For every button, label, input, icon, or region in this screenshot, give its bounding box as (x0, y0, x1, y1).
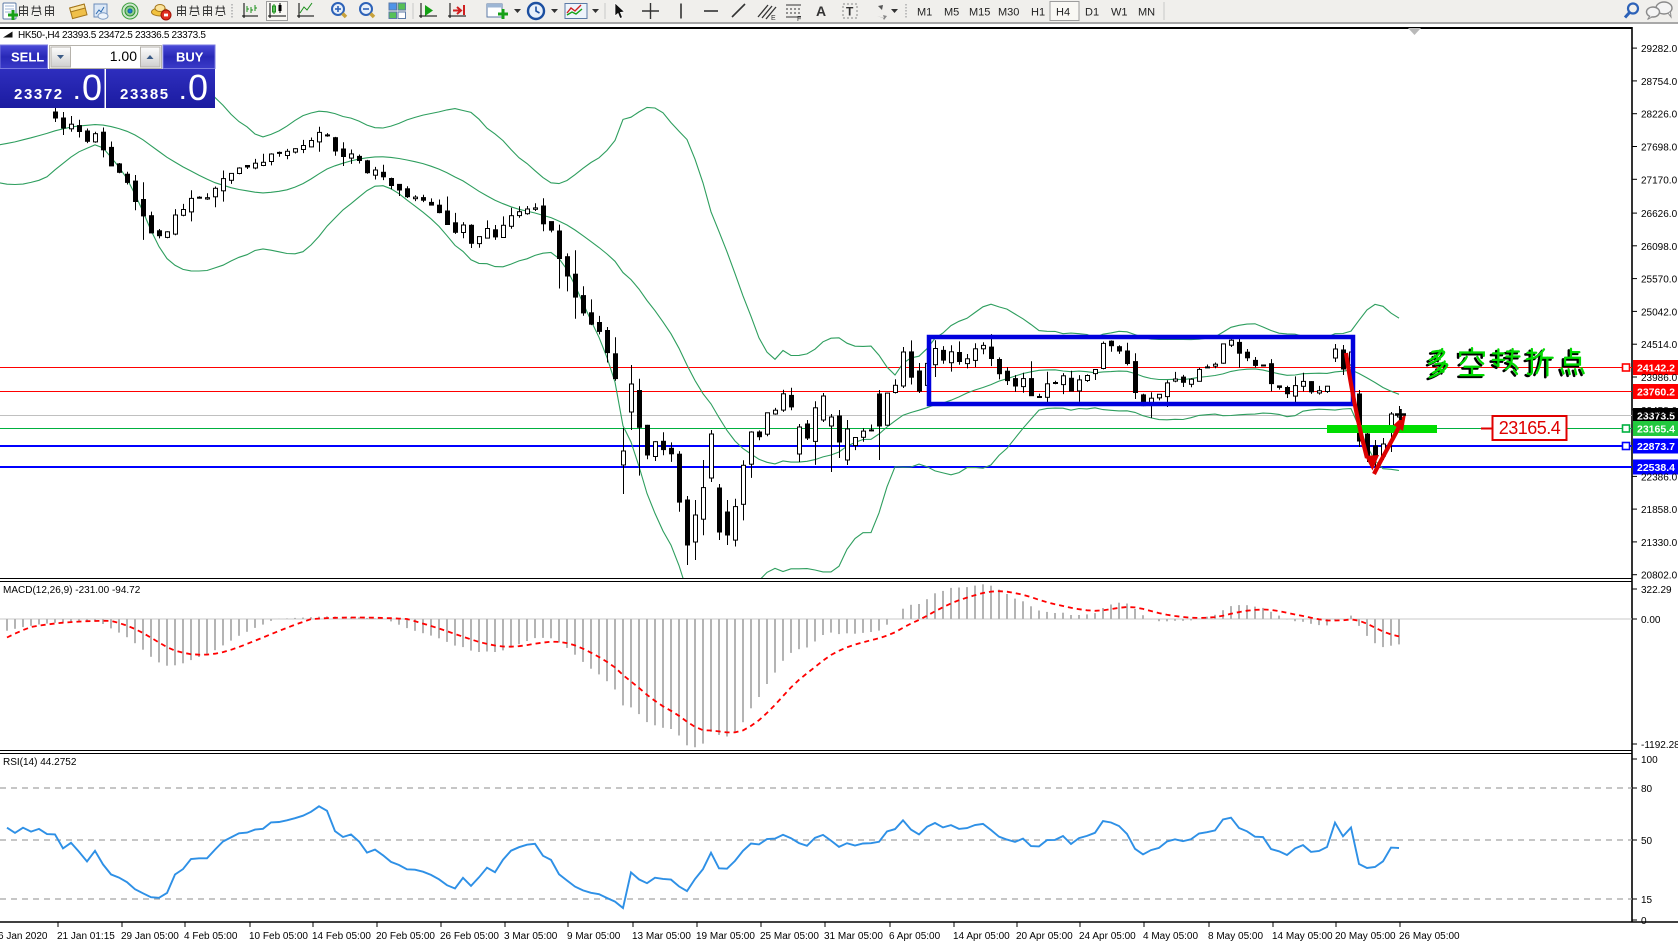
svg-text:22538.4: 22538.4 (1637, 462, 1675, 474)
svg-text:.: . (74, 82, 80, 104)
svg-text:22873.7: 22873.7 (1637, 441, 1675, 453)
svg-text:8 May 05:00: 8 May 05:00 (1208, 931, 1263, 942)
svg-text:H1: H1 (1031, 7, 1045, 19)
svg-text:31 Mar 05:00: 31 Mar 05:00 (824, 931, 883, 942)
svg-text:28754.0: 28754.0 (1641, 77, 1678, 88)
svg-text:26 Feb 05:00: 26 Feb 05:00 (440, 931, 499, 942)
svg-text:3 Mar 05:00: 3 Mar 05:00 (504, 931, 558, 942)
svg-text:29282.0: 29282.0 (1641, 44, 1678, 55)
svg-text:A: A (816, 3, 826, 19)
svg-text:F: F (797, 16, 801, 23)
svg-text:D1: D1 (1085, 7, 1099, 19)
svg-text:4 May 05:00: 4 May 05:00 (1143, 931, 1198, 942)
svg-text:50: 50 (1641, 836, 1653, 847)
svg-text:13 Mar 05:00: 13 Mar 05:00 (632, 931, 691, 942)
svg-text:E: E (771, 15, 776, 22)
svg-text:9 Mar 05:00: 9 Mar 05:00 (567, 931, 621, 942)
svg-text:23373.5: 23373.5 (1637, 411, 1675, 423)
svg-text:21 Jan 01:15: 21 Jan 01:15 (57, 931, 115, 942)
svg-text:HK50-,H4 23393.5 23472.5 2333: HK50-,H4 23393.5 23472.5 23336.5 23373.5 (18, 30, 206, 41)
svg-text:6 Apr 05:00: 6 Apr 05:00 (889, 931, 941, 942)
svg-text:23458.0: 23458.0 (1641, 406, 1678, 417)
svg-text:26 May 05:00: 26 May 05:00 (1399, 931, 1460, 942)
svg-text:26626.0: 26626.0 (1641, 209, 1678, 220)
svg-text:1.00: 1.00 (110, 48, 137, 64)
svg-text:M30: M30 (998, 7, 1019, 19)
svg-text:-1192.28: -1192.28 (1641, 740, 1678, 751)
svg-text:25570.0: 25570.0 (1641, 275, 1678, 286)
svg-text:21858.0: 21858.0 (1641, 505, 1678, 516)
svg-text:24514.0: 24514.0 (1641, 340, 1678, 351)
svg-text:H4: H4 (1056, 7, 1070, 19)
svg-text:29 Jan 05:00: 29 Jan 05:00 (121, 931, 179, 942)
svg-text:6 Jan 2020: 6 Jan 2020 (0, 931, 48, 942)
svg-text:14 May 05:00: 14 May 05:00 (1272, 931, 1333, 942)
svg-text:27170.0: 27170.0 (1641, 175, 1678, 186)
svg-text:0: 0 (188, 67, 208, 108)
svg-text:0: 0 (82, 67, 102, 108)
svg-text:322.29: 322.29 (1641, 585, 1672, 596)
svg-text:20 May 05:00: 20 May 05:00 (1335, 931, 1396, 942)
svg-text:24 Apr 05:00: 24 Apr 05:00 (1079, 931, 1136, 942)
svg-text:SELL: SELL (11, 50, 44, 65)
svg-text:4 Feb 05:00: 4 Feb 05:00 (184, 931, 238, 942)
svg-text:M15: M15 (969, 7, 990, 19)
svg-text:24142.2: 24142.2 (1637, 363, 1675, 375)
svg-text:23385: 23385 (120, 86, 170, 103)
svg-text:28226.0: 28226.0 (1641, 110, 1678, 121)
svg-text:T: T (846, 5, 854, 19)
svg-text:BUY: BUY (176, 50, 204, 65)
svg-text:26098.0: 26098.0 (1641, 242, 1678, 253)
svg-text:14 Apr 05:00: 14 Apr 05:00 (953, 931, 1010, 942)
svg-text:0.00: 0.00 (1641, 615, 1661, 626)
svg-text:20 Feb 05:00: 20 Feb 05:00 (376, 931, 435, 942)
svg-text:0: 0 (1641, 916, 1647, 927)
svg-text:14 Feb 05:00: 14 Feb 05:00 (312, 931, 371, 942)
svg-text:RSI(14) 44.2752: RSI(14) 44.2752 (3, 757, 77, 768)
svg-text:25 Mar 05:00: 25 Mar 05:00 (760, 931, 819, 942)
svg-text:23760.2: 23760.2 (1637, 387, 1675, 399)
svg-text:MACD(12,26,9) -231.00 -94.72: MACD(12,26,9) -231.00 -94.72 (3, 585, 141, 596)
svg-text:27698.0: 27698.0 (1641, 143, 1678, 154)
svg-text:15: 15 (1641, 895, 1653, 906)
svg-text:M1: M1 (917, 7, 932, 19)
svg-text:100: 100 (1641, 755, 1658, 766)
svg-text:23165.4: 23165.4 (1499, 418, 1561, 438)
svg-text:21330.0: 21330.0 (1641, 538, 1678, 549)
svg-text:W1: W1 (1111, 7, 1128, 19)
svg-text:.: . (180, 82, 186, 104)
svg-text:20 Apr 05:00: 20 Apr 05:00 (1016, 931, 1073, 942)
svg-text:10 Feb 05:00: 10 Feb 05:00 (249, 931, 308, 942)
svg-text:80: 80 (1641, 784, 1653, 795)
svg-text:25042.0: 25042.0 (1641, 307, 1678, 318)
svg-text:M5: M5 (944, 7, 959, 19)
svg-text:20802.0: 20802.0 (1641, 571, 1678, 582)
svg-text:23986.0: 23986.0 (1641, 373, 1678, 384)
svg-text:MN: MN (1138, 7, 1155, 19)
svg-text:23165.4: 23165.4 (1637, 424, 1675, 436)
svg-text:19 Mar 05:00: 19 Mar 05:00 (696, 931, 755, 942)
svg-text:22386.0: 22386.0 (1641, 472, 1678, 483)
svg-text:23372: 23372 (14, 86, 64, 103)
